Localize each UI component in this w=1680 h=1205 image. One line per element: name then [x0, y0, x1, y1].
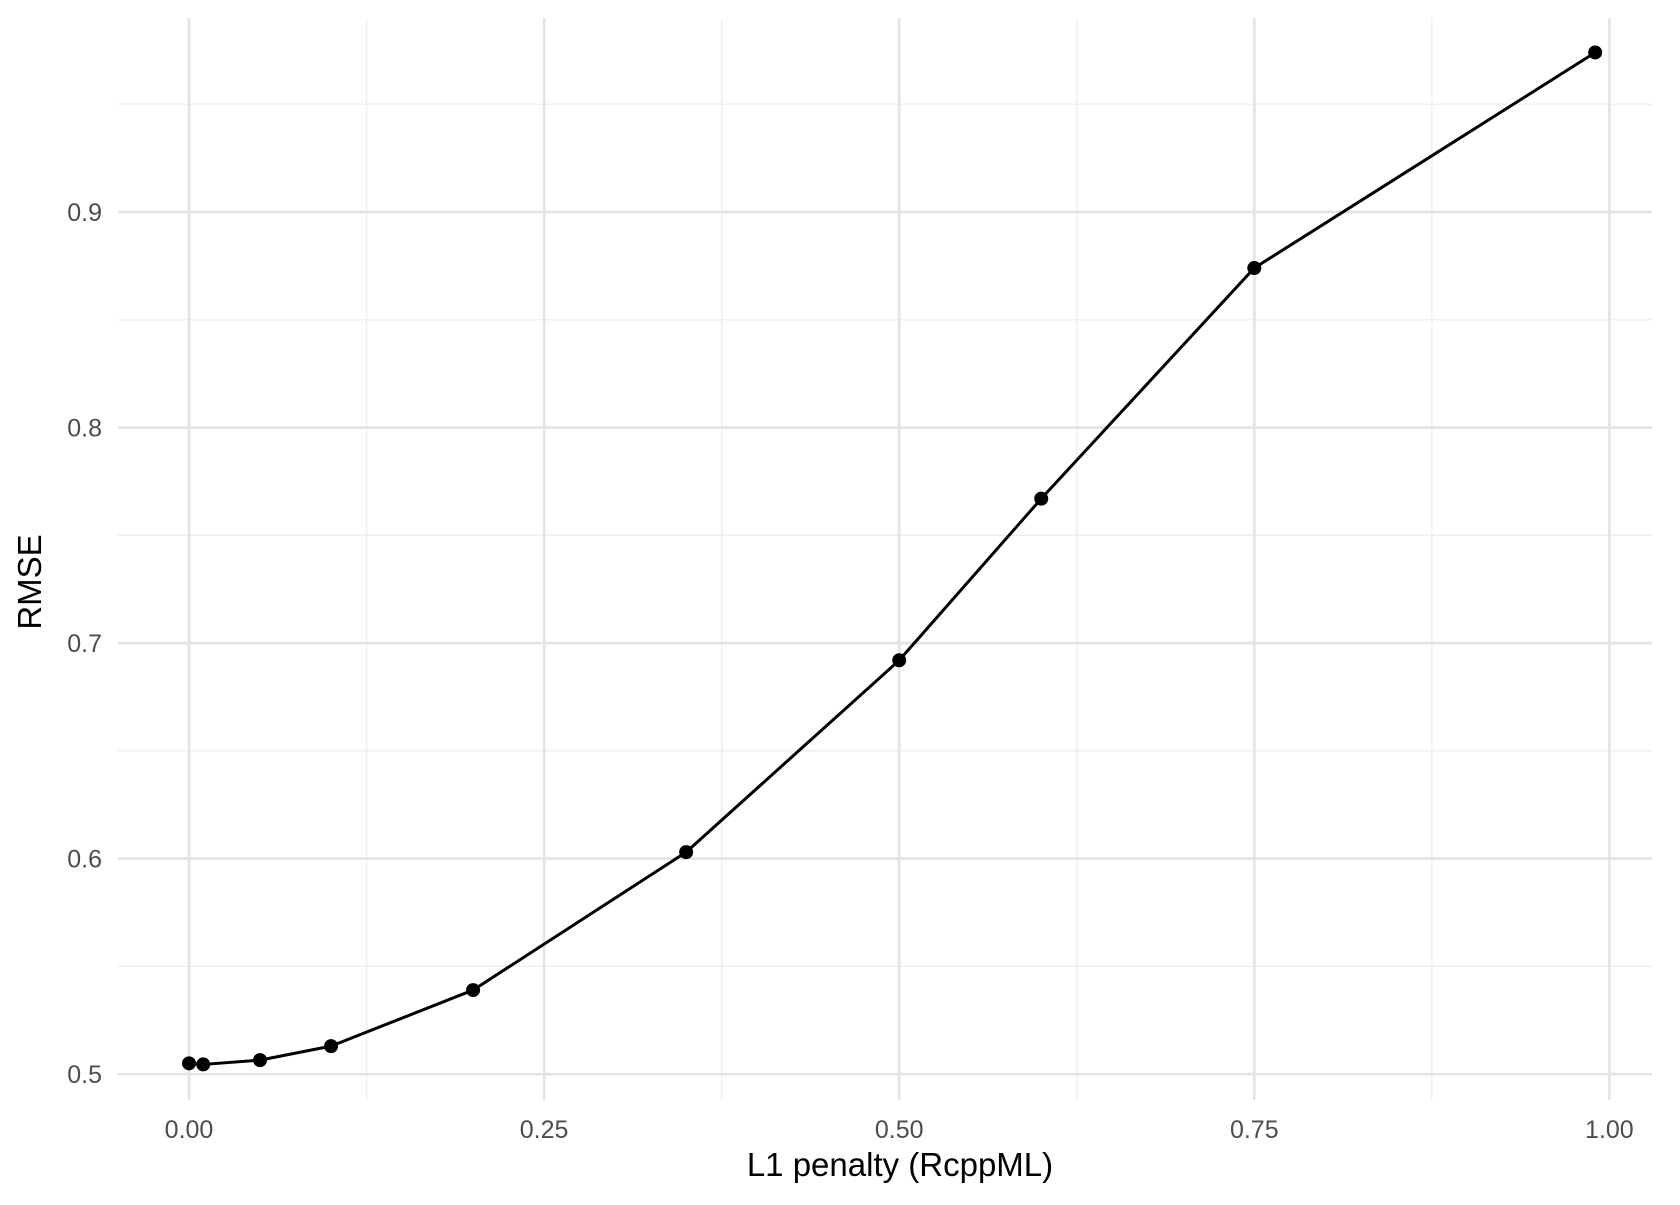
x-tick-label: 0.50 — [875, 1116, 924, 1144]
y-tick-label: 0.9 — [67, 199, 102, 227]
y-axis-title: RMSE — [11, 534, 48, 629]
series-layer — [182, 45, 1603, 1072]
y-tick-label: 0.7 — [67, 630, 102, 658]
y-axis-tick-labels: 0.5 0.6 0.7 0.8 0.9 — [67, 199, 102, 1089]
y-tick-label: 0.6 — [67, 846, 102, 874]
y-tick-label: 0.5 — [67, 1061, 102, 1089]
data-point — [1034, 491, 1049, 506]
major-gridlines — [118, 18, 1652, 1100]
x-tick-label: 0.25 — [520, 1116, 569, 1144]
data-point — [196, 1057, 211, 1072]
data-point — [892, 653, 907, 668]
data-point — [679, 845, 694, 860]
x-tick-label: 1.00 — [1585, 1116, 1634, 1144]
x-tick-label: 0.75 — [1230, 1116, 1279, 1144]
x-tick-label: 0.00 — [165, 1116, 214, 1144]
data-point — [466, 983, 481, 998]
data-point — [182, 1056, 197, 1071]
series-line — [188, 51, 1596, 1066]
data-point — [1247, 261, 1262, 276]
minor-gridlines — [118, 18, 1652, 1100]
y-tick-label: 0.8 — [67, 415, 102, 443]
data-point — [1588, 45, 1603, 60]
data-point — [253, 1053, 268, 1068]
data-point — [324, 1039, 339, 1054]
x-axis-tick-labels: 0.00 0.25 0.50 0.75 1.00 — [165, 1116, 1634, 1144]
x-axis-title: L1 penalty (RcppML) — [747, 1146, 1053, 1183]
